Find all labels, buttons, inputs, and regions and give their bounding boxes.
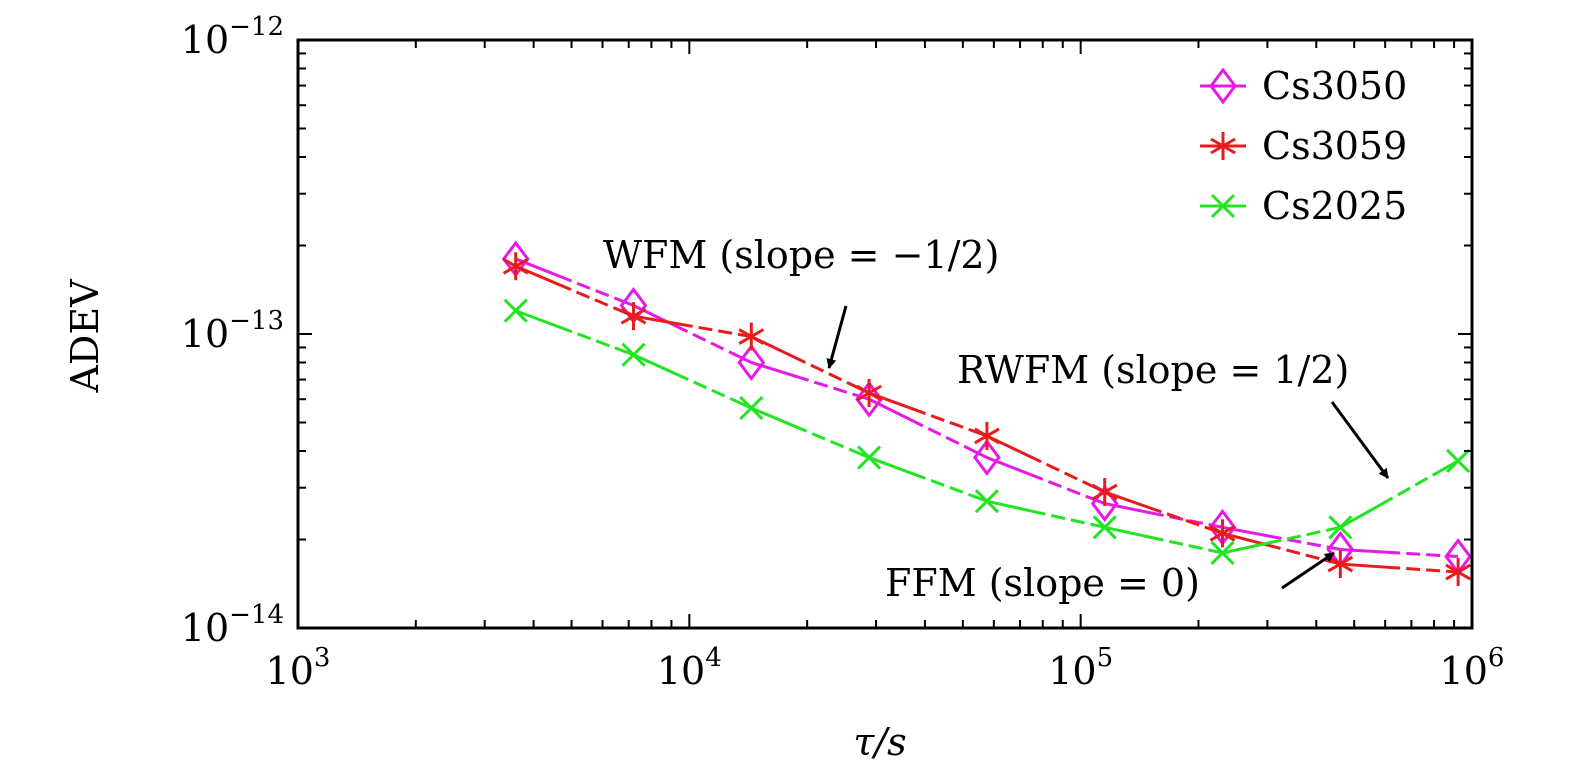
x-axis-label: τ/s [853,720,906,764]
series-segment [1104,502,1223,529]
series-segment [1222,531,1341,566]
series-cs3059 [502,252,1471,587]
data-point-cs2025 [1210,540,1235,566]
series-segment [750,335,870,395]
series-cs2025 [503,298,1471,566]
annotation-rwfm-arrow [1330,401,1390,479]
legend-label: Cs3059 [1262,124,1407,168]
annotation-wfm-arrow [826,305,848,369]
data-point-cs3059 [502,252,529,281]
annotation-wfm: WFM (slope = −1/2) [603,233,999,277]
series-segment [1340,547,1459,559]
legend-label: Cs3050 [1262,64,1407,108]
series-segment [515,309,635,357]
data-point-cs2025 [739,395,764,421]
annotation-layer: WFM (slope = −1/2) RWFM (slope = 1/2) FF… [603,233,1390,605]
series-cs3050 [501,240,1472,576]
data-point-cs3059 [856,378,882,407]
data-point-cs3059 [974,421,1000,450]
series-segment [986,499,1106,529]
x-tick-label: 103 [266,643,331,693]
series-segment [632,304,752,364]
series-segment [986,456,1106,505]
series-segment [633,314,752,339]
data-point-cs3050 [737,343,766,381]
ticks-layer: 103 104 105 106 10−14 10−13 10−12 [181,12,1505,693]
data-point-cs2025 [857,445,882,470]
series-segment [1104,525,1223,555]
x-tick-label: 105 [1048,643,1113,693]
data-point-cs2025 [503,298,528,323]
data-point-cs3050 [973,439,1001,477]
legend: Cs3050 Cs3059 Cs2025 [1200,64,1407,228]
series-segment [1104,490,1224,535]
x-tick-label: 106 [1440,643,1505,693]
series-segment [868,391,988,438]
series-segment [632,353,752,410]
annotation-rwfm: RWFM (slope = 1/2) [957,348,1349,392]
series-segment [1222,525,1341,551]
legend-item-cs2025: Cs2025 [1200,184,1407,228]
series-segment [1340,562,1459,574]
legend-marker [1209,67,1237,105]
annotation-ffm: FFM (slope = 0) [885,561,1200,605]
x-tick-label: 104 [657,643,722,693]
series-segment [868,397,988,459]
y-tick-label: 10−13 [181,306,284,356]
data-point-cs2025 [1328,515,1353,540]
series-segment [868,456,988,503]
series-segment [515,257,635,307]
series-segment [750,361,870,401]
data-point-cs2025 [621,342,646,367]
data-point-cs3059 [1091,478,1118,507]
data-point-cs2025 [974,489,999,514]
data-point-cs2025 [1092,515,1117,540]
series-segment [750,406,870,459]
data-point-cs3059 [1209,519,1236,548]
y-tick-label: 10−12 [181,12,284,62]
series-layer [501,240,1472,587]
data-point-cs2025 [1446,448,1471,474]
data-point-cs3050 [855,380,883,418]
data-point-cs3059 [738,322,765,351]
legend-item-cs3050: Cs3050 [1200,64,1407,108]
legend-item-cs3059: Cs3059 [1200,124,1407,168]
data-point-cs3059 [1445,558,1471,587]
legend-label: Cs2025 [1262,184,1407,228]
series-segment [515,264,635,318]
series-segment [986,434,1106,494]
y-axis-label: ADEV [63,279,107,394]
legend-marker [1210,193,1236,219]
data-point-cs3059 [620,302,647,331]
series-segment [1339,459,1459,529]
annotation-ffm-arrow [1281,551,1335,590]
legend-marker [1210,132,1236,160]
series-segment [1222,525,1341,555]
y-tick-label: 10−14 [181,600,284,650]
